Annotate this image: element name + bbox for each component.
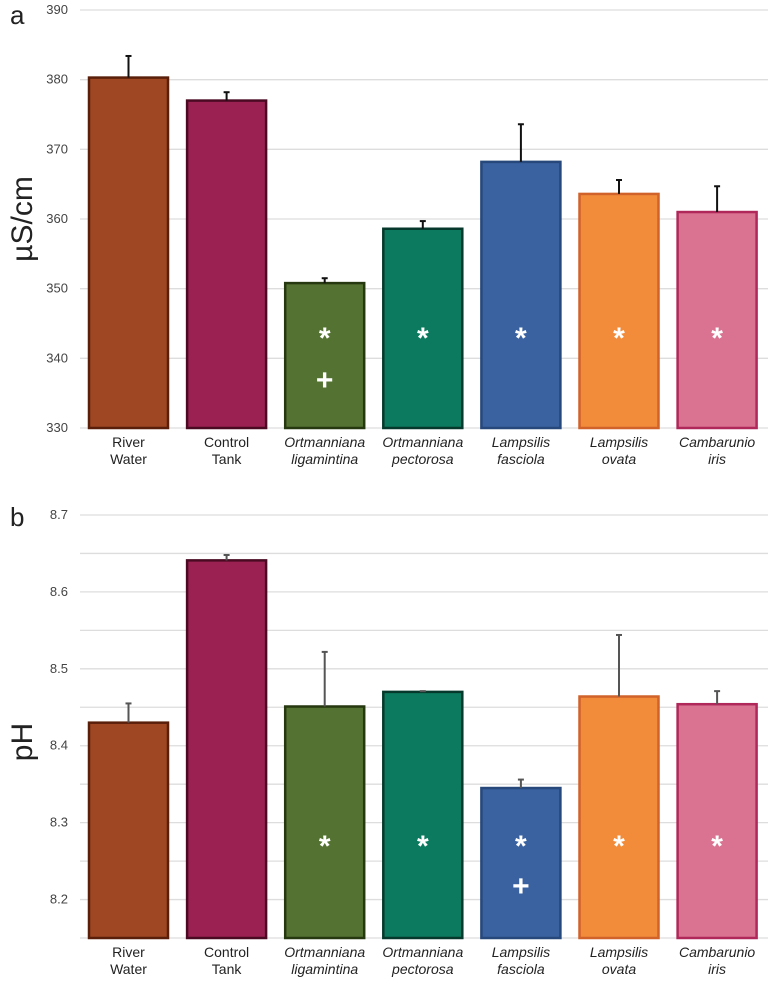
panel-label: b bbox=[10, 502, 24, 532]
category-label: Cambarunio bbox=[679, 944, 755, 960]
bar-group bbox=[185, 91, 268, 430]
category-label: Ortmanniana bbox=[382, 434, 463, 450]
y-tick-label: 8.5 bbox=[50, 661, 68, 676]
category-label: ligamintina bbox=[291, 451, 358, 467]
category-label: fasciola bbox=[497, 451, 545, 467]
bar-group: *+ bbox=[480, 778, 562, 940]
significance-plus: + bbox=[512, 870, 530, 903]
significance-asterisk: * bbox=[613, 322, 625, 355]
category-label: ovata bbox=[602, 451, 636, 467]
bar-group: * bbox=[382, 220, 464, 430]
category-label: Water bbox=[110, 961, 147, 977]
category-label: Lampsilis bbox=[590, 434, 648, 450]
bar bbox=[480, 786, 562, 940]
category-label: fasciola bbox=[497, 961, 545, 977]
y-tick-label: 330 bbox=[46, 420, 68, 435]
y-tick-label: 380 bbox=[46, 72, 68, 87]
bar-group bbox=[185, 553, 268, 940]
y-tick-label: 340 bbox=[46, 350, 68, 365]
category-label: Control bbox=[204, 434, 249, 450]
category-label: pectorosa bbox=[391, 451, 454, 467]
bar bbox=[185, 99, 268, 430]
y-tick-label: 8.4 bbox=[50, 738, 68, 753]
bar bbox=[382, 227, 464, 430]
y-tick-label: 8.2 bbox=[50, 892, 68, 907]
y-axis-label: µS/cm bbox=[6, 176, 39, 262]
category-label: Lampsilis bbox=[492, 434, 550, 450]
bar bbox=[578, 695, 660, 940]
category-label: pectorosa bbox=[391, 961, 454, 977]
bar bbox=[283, 281, 366, 430]
y-tick-label: 370 bbox=[46, 141, 68, 156]
category-label: River bbox=[112, 944, 145, 960]
bar-group: *+ bbox=[283, 277, 366, 430]
category-label: iris bbox=[708, 961, 726, 977]
y-tick-label: 360 bbox=[46, 211, 68, 226]
category-label: ovata bbox=[602, 961, 636, 977]
category-label: Lampsilis bbox=[492, 944, 550, 960]
y-axis-label: pH bbox=[6, 723, 39, 761]
significance-asterisk: * bbox=[515, 830, 527, 863]
bar-group: * bbox=[480, 123, 562, 430]
bar bbox=[480, 160, 562, 430]
bar bbox=[87, 721, 170, 940]
bar-group bbox=[87, 54, 170, 430]
bar bbox=[676, 210, 758, 430]
significance-asterisk: * bbox=[417, 322, 429, 355]
bar bbox=[87, 76, 170, 430]
bar-group: * bbox=[578, 633, 660, 940]
category-label: Cambarunio bbox=[679, 434, 755, 450]
category-label: iris bbox=[708, 451, 726, 467]
significance-asterisk: * bbox=[711, 830, 723, 863]
significance-plus: + bbox=[316, 364, 334, 397]
y-tick-label: 350 bbox=[46, 281, 68, 296]
significance-asterisk: * bbox=[711, 322, 723, 355]
bar-group: * bbox=[676, 185, 758, 430]
bar-group: * bbox=[283, 650, 366, 940]
y-tick-label: 8.3 bbox=[50, 815, 68, 830]
panel-label: a bbox=[10, 0, 25, 30]
category-label: Ortmanniana bbox=[284, 944, 365, 960]
bar bbox=[283, 705, 366, 940]
category-label: Tank bbox=[212, 451, 243, 467]
bar bbox=[676, 702, 758, 940]
category-label: River bbox=[112, 434, 145, 450]
category-label: Tank bbox=[212, 961, 243, 977]
bar-group: * bbox=[578, 178, 660, 430]
bar-group: * bbox=[382, 690, 464, 940]
bar-group: * bbox=[676, 690, 758, 940]
bar bbox=[578, 192, 660, 430]
bar bbox=[382, 690, 464, 940]
significance-asterisk: * bbox=[613, 830, 625, 863]
category-label: ligamintina bbox=[291, 961, 358, 977]
category-label: Lampsilis bbox=[590, 944, 648, 960]
category-label: Ortmanniana bbox=[382, 944, 463, 960]
category-label: Ortmanniana bbox=[284, 434, 365, 450]
bar-group bbox=[87, 702, 170, 940]
y-tick-label: 8.7 bbox=[50, 507, 68, 522]
significance-asterisk: * bbox=[515, 322, 527, 355]
significance-asterisk: * bbox=[319, 830, 331, 863]
y-tick-label: 8.6 bbox=[50, 584, 68, 599]
y-tick-label: 390 bbox=[46, 2, 68, 17]
bar bbox=[185, 559, 268, 940]
category-label: Control bbox=[204, 944, 249, 960]
category-label: Water bbox=[110, 451, 147, 467]
significance-asterisk: * bbox=[417, 830, 429, 863]
significance-asterisk: * bbox=[319, 322, 331, 355]
